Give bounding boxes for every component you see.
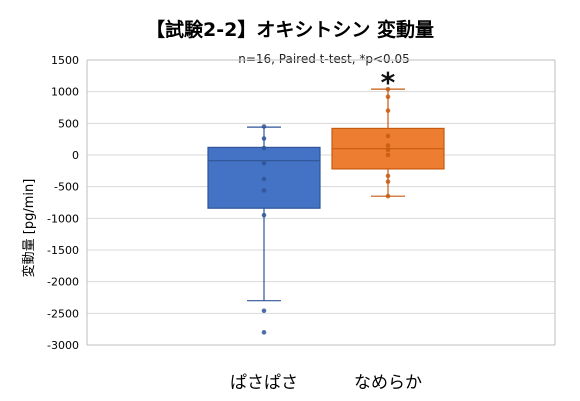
y-tick-labels: 1500 1000 500 0 -500 -1000 -1500 -2000 -2500 -300… (47, 54, 79, 352)
data-point (261, 212, 267, 218)
data-point (385, 152, 391, 158)
data-point (261, 160, 267, 166)
data-point (385, 86, 391, 92)
data-point (385, 143, 391, 148)
data-point (261, 308, 267, 314)
data-point (261, 330, 267, 335)
y-tick-label: 0 (72, 149, 79, 162)
data-point (385, 108, 391, 113)
grid-lines (86, 59, 556, 346)
data-point (261, 136, 267, 141)
y-axis-label: 変動量 [pg/min] (21, 179, 37, 278)
data-point (261, 188, 267, 193)
data-point (261, 145, 267, 151)
box-group (207, 124, 321, 335)
y-tick-label: -1000 (47, 212, 79, 225)
box-group (331, 86, 445, 199)
data-point (385, 173, 391, 179)
data-point (385, 133, 391, 139)
category-labels: ぱさぱさ なめらか (230, 373, 422, 393)
data-point (385, 193, 391, 199)
data-point (385, 179, 391, 184)
y-tick-label: 1000 (51, 86, 79, 99)
box-series (207, 86, 445, 335)
y-tick-label: -1500 (47, 244, 79, 257)
y-tick-label: 500 (58, 117, 79, 130)
data-point (385, 94, 391, 100)
y-tick-label: -500 (54, 181, 79, 194)
y-tick-label: 1500 (51, 54, 79, 67)
y-tick-label: -3000 (47, 339, 79, 352)
category-label: なめらか (354, 373, 422, 393)
category-label: ぱさぱさ (230, 373, 298, 393)
significance-marker: * (381, 66, 396, 99)
data-point (385, 147, 391, 153)
data-point (261, 124, 267, 129)
y-tick-label: -2000 (47, 276, 79, 289)
chart-note: n=16, Paired t-test, *p<0.05 (238, 52, 410, 66)
chart-title: 【試験2-2】オキシトシン 変動量 (146, 18, 434, 41)
data-point (261, 176, 267, 182)
y-tick-label: -2500 (47, 307, 79, 320)
